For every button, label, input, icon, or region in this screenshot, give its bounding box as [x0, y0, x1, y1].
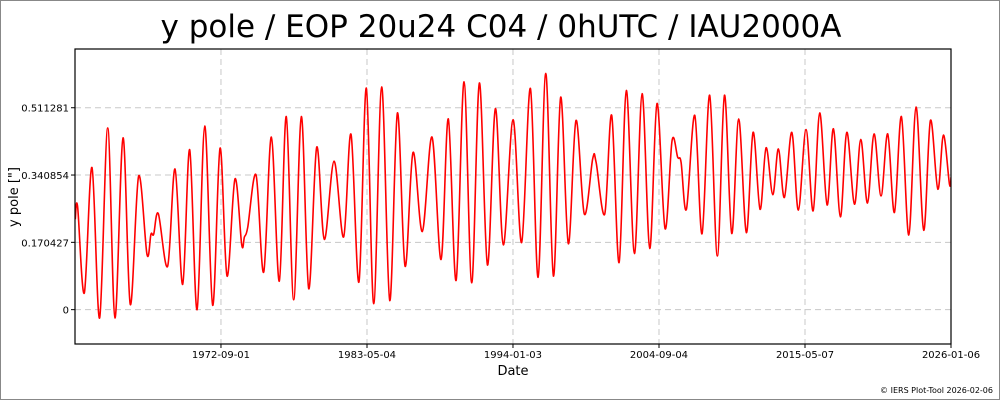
y-tick-label: 0 — [63, 306, 69, 317]
x-tick-label: 1983-05-04 — [338, 350, 396, 361]
x-tick-label: 1994-01-03 — [484, 350, 542, 361]
y-axis-label: y pole ["] — [7, 167, 22, 227]
x-tick-label: 1972-09-01 — [192, 350, 250, 361]
y-tick-label: 0.511281 — [21, 104, 69, 115]
y-tick-label: 0.340854 — [21, 171, 69, 182]
x-axis-label: Date — [497, 364, 528, 379]
grid — [75, 49, 952, 344]
x-tick-label: 2026-01-06 — [922, 350, 980, 361]
x-tick-label: 2004-09-04 — [630, 350, 688, 361]
series-line — [75, 72, 951, 319]
credit-text: © IERS Plot-Tool 2026-02-06 — [880, 386, 993, 395]
plot-frame — [74, 48, 952, 345]
y-tick-label: 0.170427 — [21, 238, 69, 249]
chart-title: y pole / EOP 20u24 C04 / 0hUTC / IAU2000… — [161, 9, 842, 45]
y-axis: 0 0.170427 0.340854 0.511281 — [21, 104, 75, 317]
x-axis: 1972-09-01 1983-05-04 1994-01-03 2004-09-04… — [192, 344, 980, 361]
x-tick-label: 2015-05-07 — [776, 350, 834, 361]
